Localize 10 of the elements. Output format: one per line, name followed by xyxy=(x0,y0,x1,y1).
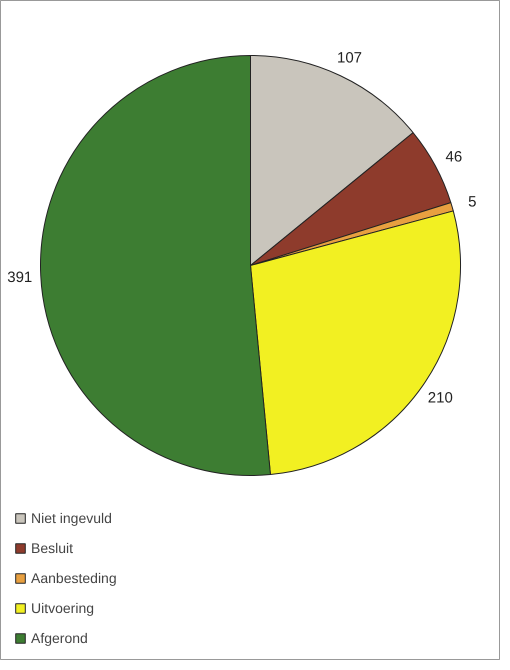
data-label: 391 xyxy=(7,268,32,286)
legend-label: Besluit xyxy=(31,540,74,556)
legend-label: Uitvoering xyxy=(31,600,94,616)
legend-label: Afgerond xyxy=(31,630,88,646)
data-label: 210 xyxy=(428,390,453,407)
legend-label: Niet ingevuld xyxy=(31,510,112,526)
data-label: 46 xyxy=(445,148,462,166)
legend-label: Aanbesteding xyxy=(31,570,117,586)
data-label: 107 xyxy=(336,49,362,66)
data-label: 5 xyxy=(468,193,476,210)
